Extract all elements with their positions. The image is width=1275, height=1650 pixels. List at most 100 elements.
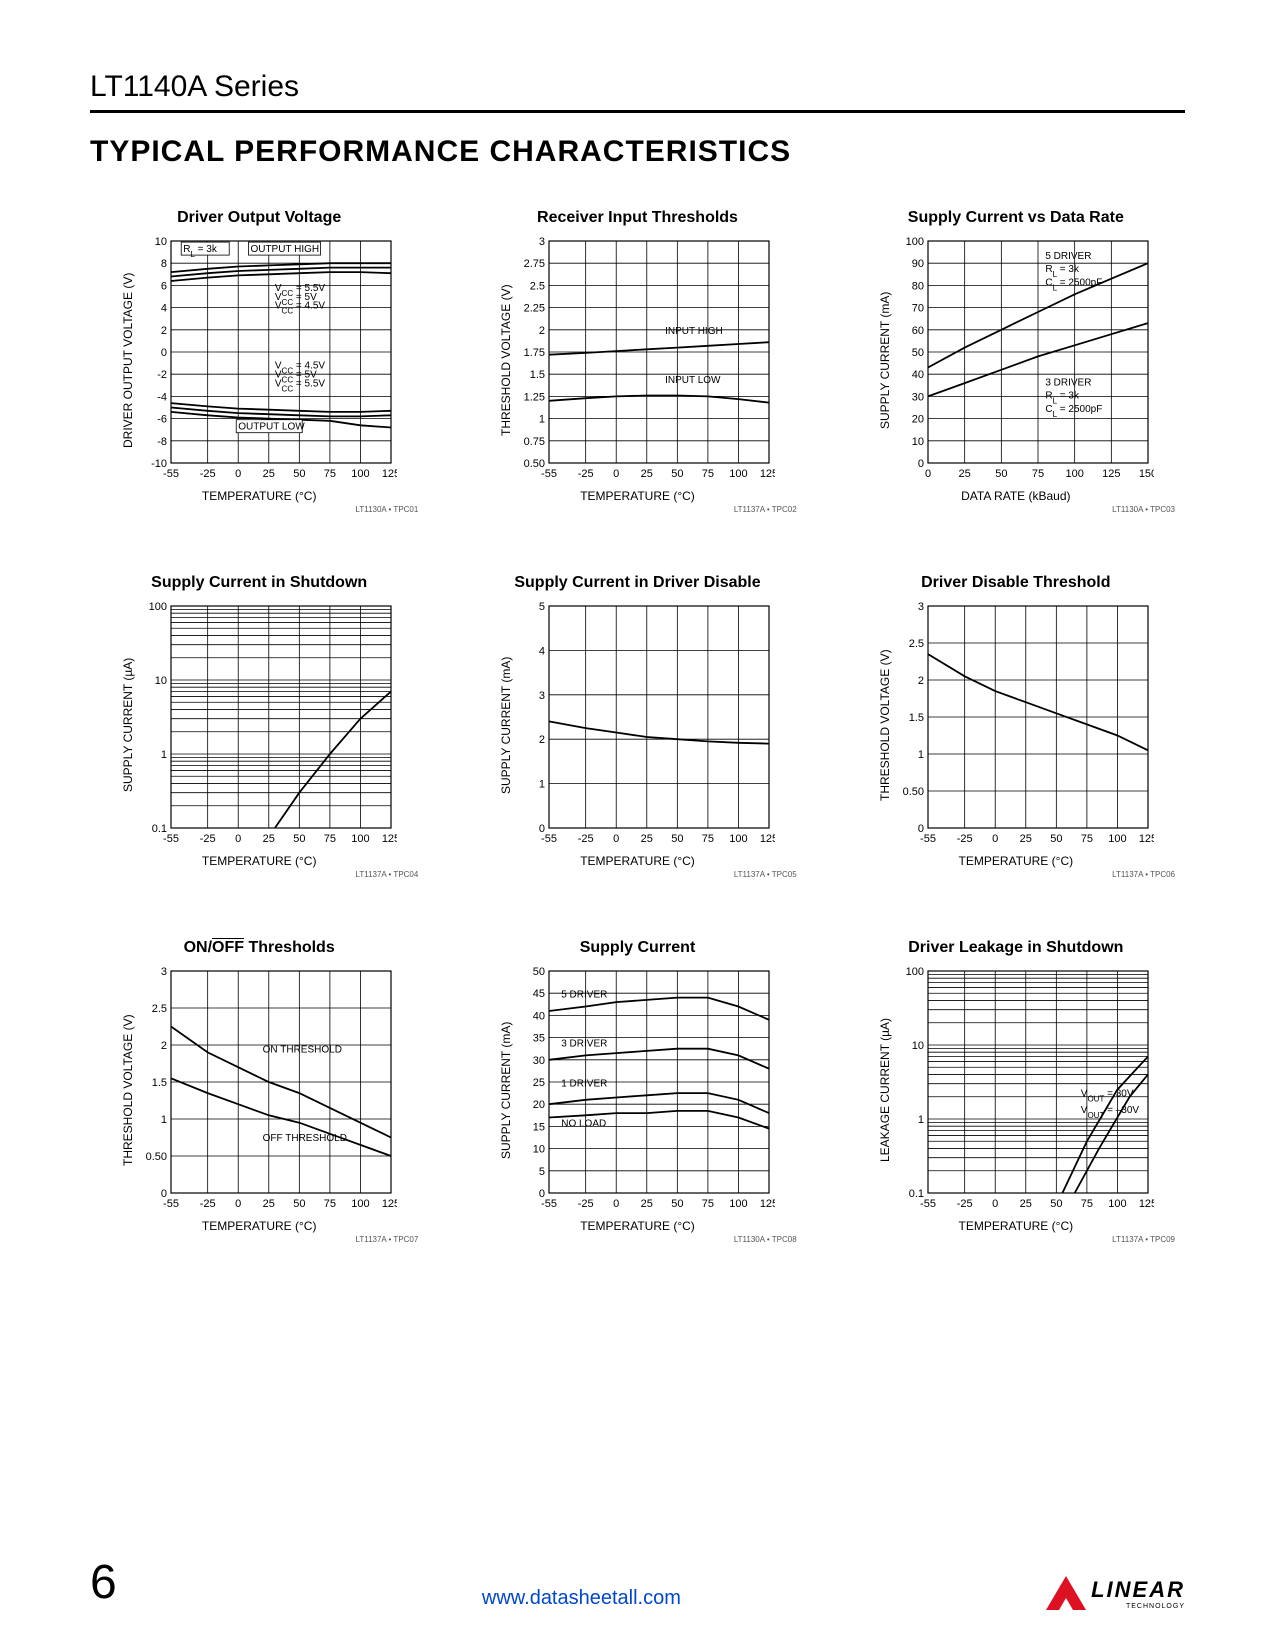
chart-cell: ON/OFF ThresholdsTHRESHOLD VOLTAGE (V)-5… bbox=[90, 939, 428, 1244]
svg-text:-25: -25 bbox=[200, 833, 216, 845]
svg-text:3 DRIVER: 3 DRIVER bbox=[1045, 377, 1091, 388]
svg-text:100: 100 bbox=[905, 236, 923, 248]
chart-ref: LT1137A • TPC09 bbox=[847, 1235, 1185, 1244]
logo-text: LINEAR bbox=[1091, 1577, 1185, 1602]
svg-text:-6: -6 bbox=[157, 414, 167, 426]
svg-text:2: 2 bbox=[539, 325, 545, 337]
svg-text:100: 100 bbox=[1108, 1198, 1126, 1210]
svg-text:0.1: 0.1 bbox=[152, 823, 167, 835]
chart-cell: Driver Output Voltage DRIVER OUTPUT VOLTA… bbox=[90, 209, 428, 514]
y-axis-label: DRIVER OUTPUT VOLTAGE (V) bbox=[121, 235, 135, 485]
svg-text:50: 50 bbox=[1050, 833, 1062, 845]
svg-text:0: 0 bbox=[925, 468, 931, 480]
svg-text:100: 100 bbox=[351, 468, 369, 480]
svg-text:0.50: 0.50 bbox=[524, 458, 545, 470]
svg-text:-25: -25 bbox=[200, 1198, 216, 1210]
svg-text:-10: -10 bbox=[151, 458, 167, 470]
svg-text:60: 60 bbox=[912, 325, 924, 337]
chart-title: Receiver Input Thresholds bbox=[537, 209, 738, 227]
svg-text:15: 15 bbox=[533, 1121, 545, 1133]
svg-text:75: 75 bbox=[702, 1198, 714, 1210]
chart-ref: LT1137A • TPC06 bbox=[847, 870, 1185, 879]
svg-text:50: 50 bbox=[995, 468, 1007, 480]
svg-text:NO LOAD: NO LOAD bbox=[562, 1118, 607, 1129]
svg-text:40: 40 bbox=[912, 369, 924, 381]
svg-text:100: 100 bbox=[1065, 468, 1083, 480]
svg-text:1: 1 bbox=[161, 749, 167, 761]
chart-svg: -55-2502550751001250.1110100 bbox=[137, 600, 397, 850]
svg-text:0.75: 0.75 bbox=[524, 436, 545, 448]
svg-text:75: 75 bbox=[702, 468, 714, 480]
x-axis-label: TEMPERATURE (°C) bbox=[959, 854, 1074, 868]
svg-text:25: 25 bbox=[533, 1077, 545, 1089]
svg-text:40: 40 bbox=[533, 1010, 545, 1022]
svg-text:3: 3 bbox=[539, 236, 545, 248]
svg-text:0: 0 bbox=[992, 833, 998, 845]
y-axis-label: SUPPLY CURRENT (mA) bbox=[499, 600, 513, 850]
svg-text:0: 0 bbox=[918, 458, 924, 470]
header-rule bbox=[90, 110, 1185, 113]
svg-text:150: 150 bbox=[1139, 468, 1154, 480]
svg-text:10: 10 bbox=[155, 236, 167, 248]
chart-ref: LT1130A • TPC08 bbox=[468, 1235, 806, 1244]
svg-text:VOUT = –30V: VOUT = –30V bbox=[1081, 1105, 1140, 1120]
section-title: TYPICAL PERFORMANCE CHARACTERISTICS bbox=[90, 135, 1185, 169]
svg-text:ON THRESHOLD: ON THRESHOLD bbox=[263, 1044, 342, 1055]
svg-text:0: 0 bbox=[235, 468, 241, 480]
chart-title: Driver Output Voltage bbox=[177, 209, 341, 227]
svg-text:INPUT HIGH: INPUT HIGH bbox=[666, 326, 724, 337]
svg-text:100: 100 bbox=[351, 1198, 369, 1210]
chart-box: THRESHOLD VOLTAGE (V)-55-250255075100125… bbox=[878, 600, 1154, 850]
svg-text:75: 75 bbox=[324, 468, 336, 480]
svg-text:125: 125 bbox=[760, 1198, 775, 1210]
chart-ref: LT1137A • TPC07 bbox=[90, 1235, 428, 1244]
svg-text:90: 90 bbox=[912, 258, 924, 270]
chart-ref: LT1137A • TPC05 bbox=[468, 870, 806, 879]
chart-box: SUPPLY CURRENT (mA)-55-25025507510012501… bbox=[499, 600, 775, 850]
svg-text:1: 1 bbox=[539, 414, 545, 426]
chart-title: Supply Current in Driver Disable bbox=[514, 574, 760, 592]
svg-text:100: 100 bbox=[730, 833, 748, 845]
svg-text:0: 0 bbox=[614, 833, 620, 845]
x-axis-label: TEMPERATURE (°C) bbox=[202, 489, 317, 503]
chart-title: ON/OFF Thresholds bbox=[184, 939, 335, 957]
svg-text:50: 50 bbox=[672, 1198, 684, 1210]
svg-text:125: 125 bbox=[382, 1198, 397, 1210]
svg-text:0: 0 bbox=[235, 1198, 241, 1210]
svg-text:125: 125 bbox=[382, 833, 397, 845]
svg-text:75: 75 bbox=[1081, 1198, 1093, 1210]
footer-link[interactable]: www.datasheetall.com bbox=[117, 1587, 1046, 1610]
x-axis-label: TEMPERATURE (°C) bbox=[202, 854, 317, 868]
svg-text:3: 3 bbox=[539, 690, 545, 702]
x-axis-label: DATA RATE (kBaud) bbox=[961, 489, 1070, 503]
chart-cell: Supply Current in ShutdownSUPPLY CURRENT… bbox=[90, 574, 428, 879]
svg-text:4: 4 bbox=[539, 645, 545, 657]
svg-text:25: 25 bbox=[641, 833, 653, 845]
chart-box: THRESHOLD VOLTAGE (V)-55-250255075100125… bbox=[121, 965, 397, 1215]
svg-text:0: 0 bbox=[992, 1198, 998, 1210]
svg-text:CL = 2500pF: CL = 2500pF bbox=[1045, 277, 1102, 292]
svg-text:0.50: 0.50 bbox=[146, 1151, 167, 1163]
svg-text:2.5: 2.5 bbox=[152, 1003, 167, 1015]
svg-text:2.75: 2.75 bbox=[524, 258, 545, 270]
svg-text:10: 10 bbox=[155, 675, 167, 687]
chart-cell: Driver Leakage in ShutdownLEAKAGE CURREN… bbox=[847, 939, 1185, 1244]
chart-title: Supply Current in Shutdown bbox=[151, 574, 367, 592]
y-axis-label: SUPPLY CURRENT (mA) bbox=[878, 235, 892, 485]
series-title: LT1140A Series bbox=[90, 70, 1185, 110]
svg-text:1.5: 1.5 bbox=[909, 712, 924, 724]
svg-text:1 DRIVER: 1 DRIVER bbox=[562, 1078, 608, 1089]
charts-grid: Driver Output Voltage DRIVER OUTPUT VOLTA… bbox=[90, 209, 1185, 1244]
svg-text:1: 1 bbox=[918, 749, 924, 761]
svg-text:5: 5 bbox=[539, 1166, 545, 1178]
svg-text:25: 25 bbox=[641, 1198, 653, 1210]
chart-svg: -55-25025507510012500.5011.522.53ON THRE… bbox=[137, 965, 397, 1215]
svg-text:-2: -2 bbox=[157, 369, 167, 381]
svg-text:80: 80 bbox=[912, 280, 924, 292]
svg-text:0: 0 bbox=[235, 833, 241, 845]
svg-text:-25: -25 bbox=[578, 833, 594, 845]
svg-text:1.5: 1.5 bbox=[152, 1077, 167, 1089]
svg-text:50: 50 bbox=[912, 347, 924, 359]
chart-title: Supply Current bbox=[580, 939, 696, 957]
svg-text:25: 25 bbox=[641, 468, 653, 480]
